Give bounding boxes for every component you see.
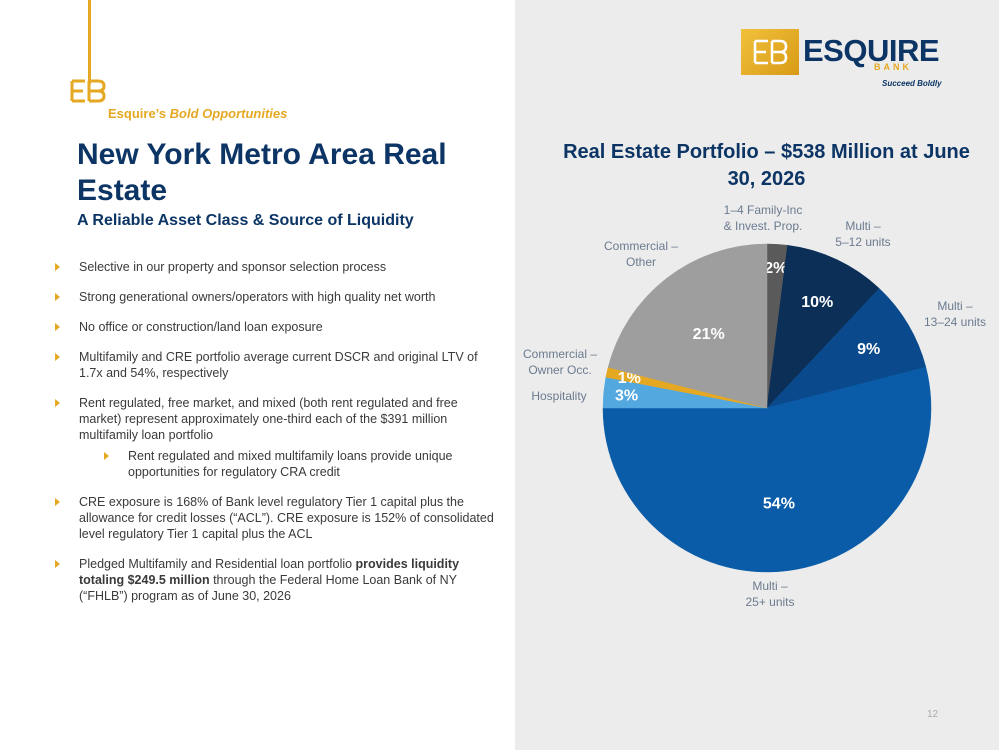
bullet-text: Rent regulated and mixed multifamily loa… <box>128 449 453 479</box>
slice-category-label-line: Multi – <box>845 219 881 233</box>
logo-wordmark: ESQUIRE <box>803 33 940 68</box>
pie-slice <box>766 288 927 409</box>
logo-tagline: Succeed Boldly <box>882 79 942 88</box>
slice-category-label: Commercial – Other <box>604 239 678 269</box>
esquire-bank-logo: ESQUIRE BANK Succeed Boldly <box>741 29 942 93</box>
bullet-arrow-icon <box>55 293 60 301</box>
logo-mark <box>741 29 799 75</box>
slice-category-label-line: 5–12 units <box>835 235 890 249</box>
logo-bank-text: BANK <box>874 62 912 72</box>
slice-percent-label: 1% <box>618 370 641 387</box>
bullet-arrow-icon <box>55 263 60 271</box>
bullet-arrow-icon <box>104 452 109 460</box>
bullet-text: Selective in our property and sponsor se… <box>79 260 387 274</box>
bullet-arrow-icon <box>55 560 60 568</box>
section-tag-prefix: Esquire’s <box>108 106 167 121</box>
slice-category-label-line: Commercial – <box>523 347 597 361</box>
bullet-text: No office or construction/land loan expo… <box>79 320 323 334</box>
section-tag-emphasis: Bold Opportunities <box>169 106 288 121</box>
pie-slice <box>766 245 880 409</box>
bullet-item: CRE exposure is 168% of Bank level regul… <box>55 494 500 542</box>
bullet-arrow-icon <box>55 498 60 506</box>
bullet-arrow-icon <box>55 399 60 407</box>
pie-slice <box>607 243 768 409</box>
bullet-text-bold: provides liquidity totaling $249.5 milli… <box>79 557 460 587</box>
eb-monogram-icon <box>70 79 106 103</box>
slice-category-label-line: Owner Occ. <box>528 363 591 377</box>
bullet-text: Strong generational owners/operators wit… <box>79 290 436 304</box>
slice-percent-label: 9% <box>857 341 880 358</box>
bullet-text: CRE exposure is 168% of Bank level regul… <box>79 495 494 541</box>
slice-category-label: Hospitality <box>531 389 586 403</box>
page-title: New York Metro Area Real Estate <box>77 138 447 207</box>
gold-accent-line <box>88 0 91 84</box>
page-number: 12 <box>927 709 939 720</box>
bullet-text-after: through the Federal Home Loan Bank of NY… <box>79 573 457 603</box>
slice-category-label-line: 1–4 Family-Inc <box>724 203 803 217</box>
section-tag: Esquire’s Bold Opportunities <box>108 106 287 121</box>
slice-category-label-line: & Invest. Prop. <box>724 219 803 233</box>
slice-category-label-line: Multi – <box>937 299 973 313</box>
slice-category-label: 1–4 Family-Inc & Invest. Prop. <box>724 203 803 233</box>
chart-title: Real Estate Portfolio – $538 Million at … <box>563 141 970 190</box>
page-subtitle: A Reliable Asset Class & Source of Liqui… <box>77 212 414 229</box>
bullet-item: No office or construction/land loan expo… <box>55 319 500 335</box>
bullet-arrow-icon <box>55 353 60 361</box>
slice-category-label: Multi – 25+ units <box>745 579 794 609</box>
eb-monogram-icon <box>753 39 788 65</box>
bullet-arrow-icon <box>55 323 60 331</box>
slice-category-label-line: Commercial – <box>604 239 678 253</box>
bullet-text: Rent regulated, free market, and mixed (… <box>79 396 458 442</box>
slice-category-label-line: Multi – <box>752 579 788 593</box>
pie-slice <box>602 366 932 573</box>
pie-chart: 2% 1–4 Family-Inc & Invest. Prop. 10% Multi … <box>523 203 986 609</box>
slice-percent-label: 3% <box>615 388 638 405</box>
slice-percent-label: 2% <box>764 260 787 277</box>
slice-category-label-line: 13–24 units <box>924 315 986 329</box>
bullet-item: Pledged Multifamily and Residential loan… <box>55 556 500 604</box>
bullet-item: Multifamily and CRE portfolio average cu… <box>55 349 500 381</box>
bullet-item: Selective in our property and sponsor se… <box>55 259 500 275</box>
bullet-list: Selective in our property and sponsor se… <box>55 259 500 618</box>
bullet-text: Multifamily and CRE portfolio average cu… <box>79 350 478 380</box>
slice-category-label: Multi – 5–12 units <box>835 219 890 249</box>
slice-category-label-line: Other <box>626 255 656 269</box>
slice-category-label: Commercial – Owner Occ. <box>523 347 597 377</box>
sub-bullet-item: Rent regulated and mixed multifamily loa… <box>55 448 500 480</box>
slice-category-label: Multi – 13–24 units <box>924 299 986 329</box>
slice-percent-label: 54% <box>763 495 795 512</box>
bullet-item: Strong generational owners/operators wit… <box>55 289 500 305</box>
bullet-item: Rent regulated, free market, and mixed (… <box>55 395 500 443</box>
slice-percent-label: 21% <box>693 326 725 343</box>
bullet-text-before: Pledged Multifamily and Residential loan… <box>79 557 356 571</box>
slice-percent-label: 10% <box>801 294 833 311</box>
slice-category-label-line: Hospitality <box>531 389 586 403</box>
slice-category-label-line: 25+ units <box>745 595 794 609</box>
